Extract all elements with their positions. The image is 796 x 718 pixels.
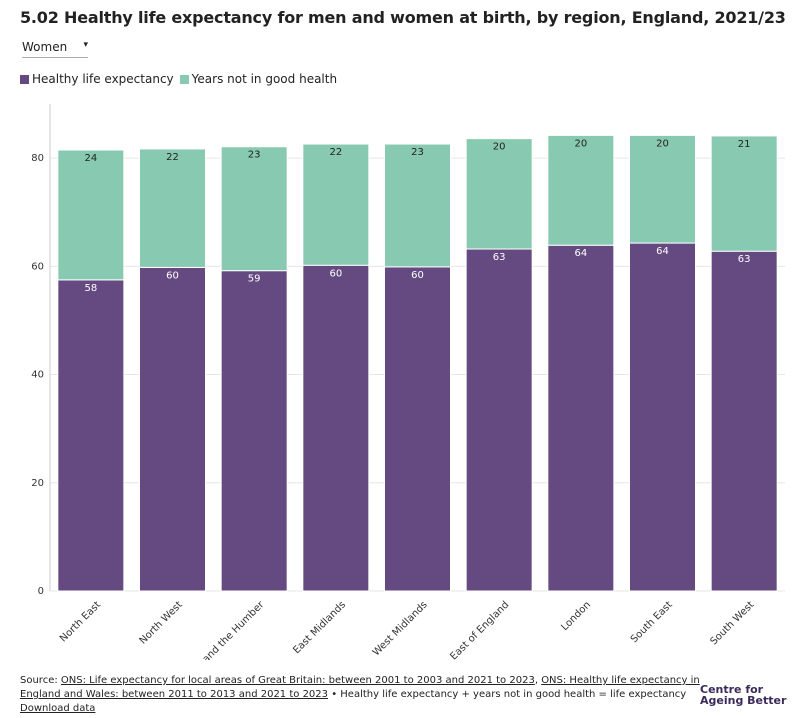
bar-segment (710, 135, 778, 252)
bar-segment (465, 138, 533, 250)
separator: , (534, 675, 538, 686)
x-tick-label: North East (58, 599, 103, 644)
bar-segment (629, 242, 696, 592)
x-tick-label: South West (708, 599, 756, 647)
bar-segment (710, 250, 778, 592)
bar-segment (384, 143, 451, 268)
value-label: 22 (329, 147, 342, 158)
value-label: 24 (84, 153, 97, 164)
footer: Source: ONS: Life expectancy for local a… (20, 674, 700, 716)
bar-segment (57, 149, 125, 281)
value-label: 21 (738, 139, 751, 150)
dropdown[interactable]: Women ▾ (22, 40, 88, 58)
value-label: 58 (84, 283, 97, 294)
y-tick-label: 40 (31, 370, 44, 381)
bar-segment (465, 248, 533, 592)
value-label: 60 (166, 270, 179, 281)
bar-segment (139, 148, 206, 268)
value-label: 23 (248, 150, 261, 161)
x-tick-label: East Midlands (291, 599, 348, 656)
value-label: 60 (329, 268, 342, 279)
x-tick-label: South East (629, 599, 675, 645)
logo: Centre for Ageing Better (700, 684, 786, 706)
value-label: 64 (574, 248, 587, 259)
value-label: 22 (166, 152, 179, 163)
source-label: Source: (20, 675, 58, 686)
source-link[interactable]: ONS: Healthy life expectancy in England … (20, 675, 700, 700)
x-tick-label: West Midlands (371, 599, 430, 658)
chart: 0 20 40 60 80 58 24 North East 60 22 North West 59 2… (31, 104, 785, 660)
value-label: 20 (574, 138, 587, 149)
value-label: 20 (656, 138, 669, 149)
bar-segment (57, 279, 125, 592)
y-tick-label: 80 (31, 153, 44, 164)
bar-segment (220, 146, 288, 272)
legend-swatch (179, 74, 189, 84)
legend-item: Years not in good health (179, 72, 338, 86)
note: • Healthy life expectancy + years not in… (331, 689, 687, 700)
y-tick-label: 20 (31, 478, 44, 489)
value-label: 63 (493, 252, 506, 263)
x-tick-label: London (559, 599, 593, 633)
bar-segment (629, 134, 696, 244)
x-tick-label: North West (138, 599, 185, 646)
download-link[interactable]: Download data (20, 703, 96, 714)
legend: Healthy life expectancy Years not in good… (20, 72, 337, 86)
source-link[interactable]: ONS: Life expectancy for local areas of … (60, 675, 535, 686)
logo-line: Centre for (700, 683, 764, 696)
y-tick-label: 0 (38, 586, 44, 597)
bar-segment (220, 270, 288, 592)
legend-swatch (20, 74, 29, 84)
legend-label: Healthy life expectancy (32, 72, 174, 86)
legend-item: Healthy life expectancy (20, 72, 174, 86)
value-label: 63 (738, 254, 751, 265)
bar-segment (302, 264, 370, 592)
y-tick-label: 60 (31, 261, 44, 272)
bar-segment (384, 266, 451, 592)
value-label: 60 (411, 270, 424, 281)
value-label: 59 (248, 274, 261, 285)
bar-segment (139, 266, 206, 592)
legend-label: Years not in good health (191, 72, 338, 86)
bar-segment (547, 134, 615, 246)
value-label: 23 (411, 147, 424, 158)
x-tick-label: East of England (448, 599, 511, 660)
logo-line: Ageing Better (700, 694, 787, 707)
bar-segment (302, 143, 370, 266)
bar-segment (547, 244, 615, 592)
value-label: 64 (656, 246, 669, 257)
chart-title: 5.02 Healthy life expectancy for men and… (20, 8, 786, 27)
dropdown-value: Women (22, 40, 68, 54)
value-label: 20 (493, 142, 506, 153)
caret: ▾ (83, 40, 88, 50)
